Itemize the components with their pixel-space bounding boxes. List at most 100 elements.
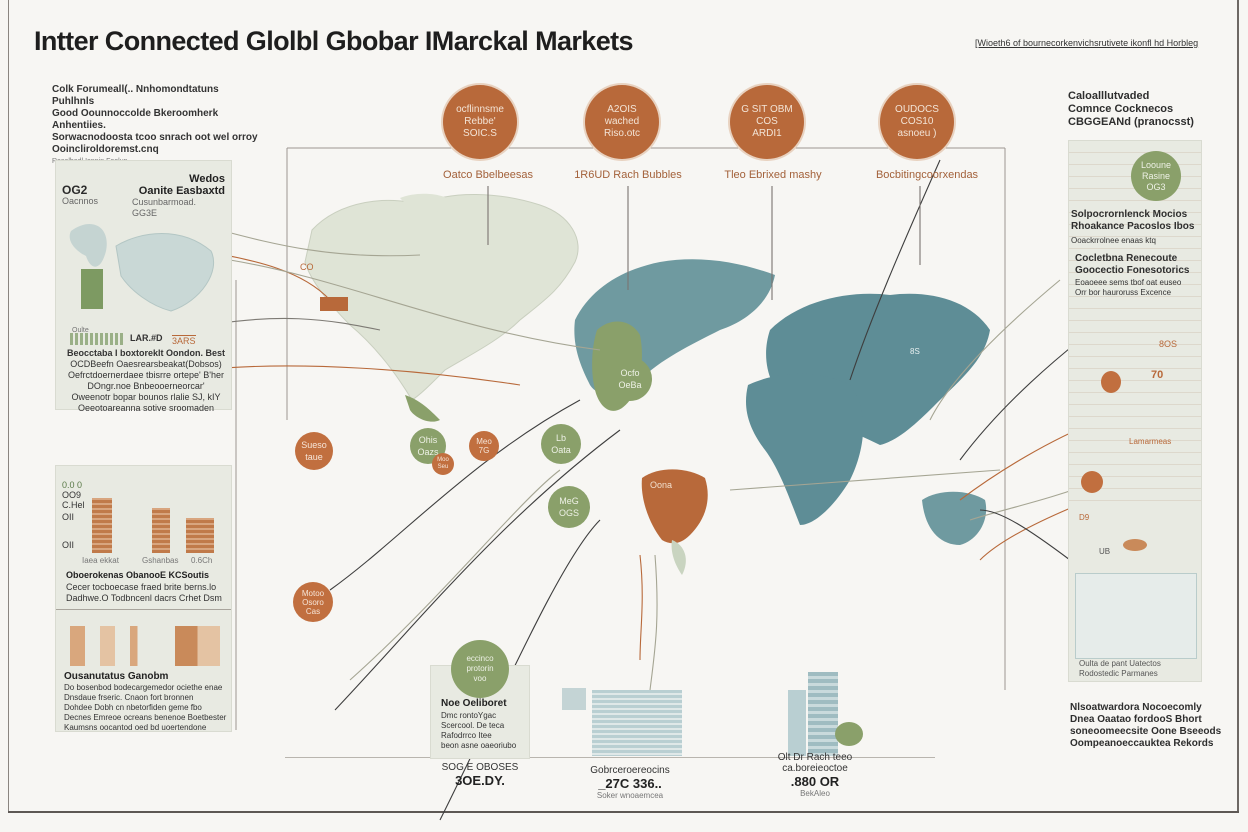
central-america-shape xyxy=(405,395,440,422)
building-bar xyxy=(92,498,112,553)
frame-bottom xyxy=(8,811,1239,813)
stat-2: Gobrceroereocins _27C 336.. Soker wnoaem… xyxy=(575,765,685,800)
note: 8OS xyxy=(1159,339,1178,349)
panel-side-label: Oulte xyxy=(72,327,89,334)
desc-line: Cecer tocboecase fraed brite berns.lo xyxy=(66,582,217,592)
closing-text: Nlsoatwardora Nocoecomly Dnea Oaatao for… xyxy=(1070,702,1222,749)
map-label: Oona xyxy=(650,480,673,490)
panel-sublabel: GG3E xyxy=(132,208,158,218)
desc-line: Do bosenbod bodecargemedor ociethe enae xyxy=(64,683,223,692)
intro-line: Sorwacnodoosta tcoo snrach oot wel orroy xyxy=(52,132,258,143)
trend-chart xyxy=(1075,573,1197,659)
building-illustration xyxy=(788,690,806,756)
map-hub: Motoo Osoro Cas xyxy=(293,582,333,622)
map-hub: Sueso taue xyxy=(295,432,333,470)
chart-label: C.Hel xyxy=(62,500,85,510)
intro-line: Ooincliroldoremst.cnq xyxy=(52,144,159,155)
australia-shape xyxy=(922,491,987,545)
chart-label: OII xyxy=(62,540,75,550)
skyline-illustration xyxy=(70,626,220,666)
stat-sub: BekAleo xyxy=(800,789,830,798)
panel-sublabel: Cusunbarmoad. xyxy=(132,197,197,207)
map-label: CO xyxy=(300,262,314,272)
page-title: Intter Connected Glolbl Gbobar IMarckal … xyxy=(34,26,634,56)
stat-value: _27C 336.. xyxy=(598,776,662,791)
desc-line: Dohdee Dobh cn nbetorfiden geme fbo xyxy=(64,703,202,712)
greenland-shape xyxy=(400,193,455,212)
building-illustration xyxy=(592,690,682,756)
desc-line: Oeeotoareanna sotive sroomaden xyxy=(77,403,215,413)
mini-label: LAR.#D xyxy=(130,333,163,343)
map-hub: Lb Oata xyxy=(541,424,581,464)
building-illustration xyxy=(808,672,838,756)
south-america-shape xyxy=(641,469,708,544)
map-hub: Ocfo OeBa xyxy=(608,357,652,401)
desc-line: Dnsdaue frseric. Cnaon fort bronnen xyxy=(64,693,194,702)
desc-line: OCDBeefn Oaesrearsbeakat(Dobsos) xyxy=(70,359,222,369)
hub-caption-2: 1R6UD Rach Bubbles xyxy=(574,169,682,181)
right-badge: Looune Rasine OG3 xyxy=(1131,151,1181,201)
hub-caption-1: Oatco Bbelbeesas xyxy=(443,169,533,181)
desc-line: DOngr.noe Bnbeooerneorcar' xyxy=(87,381,205,391)
panel-stat-label: Oacnnos xyxy=(62,196,99,206)
panel-map-illustration xyxy=(69,223,215,312)
leaf-badge-icon xyxy=(835,722,863,746)
card-title: Noe Oeliboret xyxy=(441,698,507,709)
note: 70 xyxy=(1151,369,1164,381)
stat-sub: Soker wnoaemcea xyxy=(596,791,664,800)
hub-circle-2: A2OIS wached Riso.otc xyxy=(585,85,659,159)
stat-3: Olt Dr Rach teeo ca.boreieoctoe .880 OR … xyxy=(760,752,870,798)
hub-circle-4: OUDOCS COS10 asnoeu ) xyxy=(880,85,954,159)
card-lines: Dmc rontoYgac Scercool. De teca Rafodrrc… xyxy=(441,711,516,751)
intro-line: Good Oounnoccolde Bkeroomherk Anhentiies… xyxy=(52,108,219,131)
desc-line: Oweenotr bopar bounos rlalie SJ, kIY xyxy=(71,392,221,402)
marker-icon xyxy=(1123,539,1147,551)
note: Lamarmeas xyxy=(1129,437,1172,446)
right-panel: Looune Rasine OG3 Solpocrornlenck Mocios… xyxy=(1068,140,1202,682)
stat-value: .880 OR xyxy=(790,774,840,789)
desc-line: Kaumsns oocantod oed bd uoertendone xyxy=(64,723,207,732)
frame-right xyxy=(1237,0,1239,812)
chart-label: 0.0 0 xyxy=(62,480,83,490)
stat-value: 3OE.DY. xyxy=(455,773,505,788)
ruled-background xyxy=(1069,141,1201,501)
right-footer: Oulta de pant Uatectos Rodostedic Parman… xyxy=(1079,659,1161,678)
marker-icon xyxy=(1081,471,1103,493)
building-illustration-small xyxy=(562,688,586,710)
building-bar xyxy=(152,508,170,553)
divider xyxy=(56,609,231,610)
map-hub: Meo 7G xyxy=(469,431,499,461)
mini-value: 3ARS xyxy=(172,335,196,346)
block-sub: Ooackrrolnee enaas ktq xyxy=(1071,236,1156,245)
hub-circle-3: G SIT OBM COS ARDI1 xyxy=(730,85,804,159)
left-panel-market-overview: OG2 Oacnnos Wedos Oanite Easbaxtd Cusunb… xyxy=(55,160,232,413)
card-badge: eccinco protorin voo xyxy=(451,640,509,698)
card-line: Dmc rontoYgac xyxy=(441,711,497,720)
map-hub: Moo Seu xyxy=(432,453,454,475)
stat-label: Gobrceroereocins xyxy=(590,765,670,776)
block-title: Cocletbna Renecoute Goocectio Fonesotori… xyxy=(1075,253,1190,276)
map-hub: Ohis Oazs xyxy=(410,428,446,464)
axis-label: Iaea ekkat xyxy=(82,556,119,565)
right-heading: Caloalllutvaded Comnce Cocknecos CBGGEAN… xyxy=(1068,90,1194,128)
map-label: 8S xyxy=(910,347,920,356)
panel-description: Do bosenbod bodecargemedor ociethe enae … xyxy=(64,683,226,733)
axis-label: 0.6Ch xyxy=(191,556,213,565)
card-line: beon asne oaeoriubo xyxy=(441,741,517,750)
desc-line: Decnes Emreoe ocreans benenoe Boetbester xyxy=(64,713,227,722)
block-sub: Eoaoeee sems tbof oat euseo Orr bor haur… xyxy=(1075,278,1182,297)
stat-label: SOG E OBOSES xyxy=(441,762,519,773)
hub-caption-3: Tleo Ebrixed mashy xyxy=(724,169,822,181)
note: D9 xyxy=(1079,513,1090,522)
mini-bar-chart xyxy=(70,333,125,345)
panel-heading: Oboerokenas ObanooE KCSoutis xyxy=(66,570,210,580)
frame-left xyxy=(8,0,9,812)
hub-caption-4: Bocbitingcoorxendas xyxy=(875,169,979,181)
intro-line: Colk Forumeall(.. Nnhomondtatuns Puhlhnl… xyxy=(52,84,219,107)
panel-stat: OG2 xyxy=(62,183,88,197)
axis-label: Gshanbas xyxy=(142,556,179,565)
map-hub: MeG OGS xyxy=(548,486,590,528)
chart-label: OO9 xyxy=(62,490,82,500)
hub-circle-1: ocflinnsme Rebbe' SOIC.S xyxy=(443,85,517,159)
panel-description: Beocctaba I boxtoreklt Oondon. Best OCDB… xyxy=(66,348,226,414)
